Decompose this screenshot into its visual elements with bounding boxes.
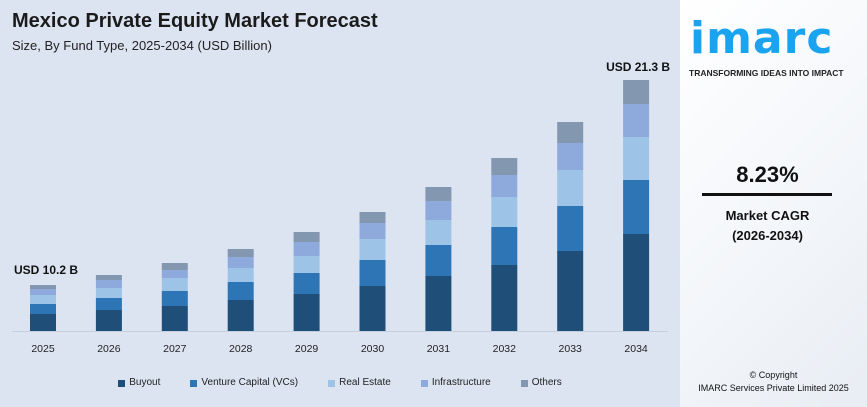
bar-segment-2029-3 — [293, 242, 320, 256]
bar-segment-2028-1 — [227, 282, 254, 300]
x-tick-label: 2031 — [427, 343, 451, 355]
bar-segment-2032-2 — [491, 197, 518, 227]
legend-item: Others — [520, 377, 562, 389]
bar-segment-2029-4 — [293, 232, 320, 242]
x-tick-label: 2029 — [295, 343, 319, 355]
legend-swatch — [118, 379, 126, 387]
legend-label: Buyout — [129, 377, 161, 388]
chart-subtitle: Size, By Fund Type, 2025-2034 (USD Billi… — [12, 38, 272, 53]
legend-swatch — [420, 379, 428, 387]
bar-segment-2026-4 — [95, 275, 122, 280]
legend: Buyout Venture Capital (VCs) Real Estate In… — [0, 377, 680, 389]
legend-swatch — [520, 379, 528, 387]
copyright: © Copyright — [749, 370, 798, 380]
chart-title: Mexico Private Equity Market Forecast — [12, 10, 378, 32]
bar-segment-2028-4 — [227, 249, 254, 257]
x-tick-label: 2025 — [31, 343, 55, 355]
bar-segment-2032-0 — [491, 265, 518, 331]
bar-segment-2027-4 — [161, 263, 188, 270]
cagr-label-block: Market CAGR (2026-2034) — [700, 206, 835, 246]
bar-segment-2034-2 — [623, 137, 650, 180]
bar-segment-2025-2 — [30, 295, 56, 304]
bar-segment-2033-2 — [557, 170, 584, 206]
x-tick-label: 2026 — [97, 343, 121, 355]
bar-segment-2028-3 — [227, 257, 254, 268]
legend-swatch — [328, 379, 336, 387]
bar-segment-2026-3 — [95, 280, 122, 288]
legend-item: Infrastructure — [420, 377, 491, 389]
bar-segment-2030-2 — [359, 239, 386, 260]
total-annotation: USD 21.3 B — [606, 60, 670, 74]
bar-segment-2025-4 — [30, 285, 56, 289]
legend-swatch — [190, 379, 198, 387]
bar-segment-2026-1 — [95, 298, 122, 310]
bar-segment-2031-1 — [425, 245, 452, 276]
bar-segment-2027-0 — [161, 306, 188, 331]
bar-segment-2030-4 — [359, 212, 386, 223]
bar-segment-2026-0 — [95, 310, 122, 331]
bar-segment-2032-3 — [491, 175, 518, 197]
cagr-label: Market CAGR — [725, 208, 810, 223]
legend-label: Others — [531, 377, 562, 388]
bar-segment-2034-0 — [623, 234, 650, 331]
bar-segment-2032-4 — [491, 158, 518, 175]
plot: 2025 USD 10.2 B 2026 2027 2028 2029 2030 2031 20… — [12, 60, 670, 355]
x-tick-label: 2034 — [624, 343, 648, 355]
legend-label: Real Estate — [339, 377, 391, 388]
bar-segment-2033-1 — [557, 206, 584, 251]
cagr-divider — [702, 193, 832, 196]
bar-segment-2027-1 — [161, 291, 188, 306]
legend-item: Venture Capital (VCs) — [190, 377, 298, 389]
bar-segment-2027-3 — [161, 270, 188, 278]
bar-segment-2031-2 — [425, 220, 452, 245]
tagline: TRANSFORMING IDEAS INTO IMPACT — [689, 68, 844, 78]
legend-label: Venture Capital (VCs) — [201, 377, 299, 388]
x-tick-label: 2030 — [361, 343, 385, 355]
company-name: IMARC Services Private Limited 2025 — [698, 383, 849, 393]
side-panel — [680, 0, 867, 407]
bar-segment-2025-1 — [30, 304, 56, 314]
bar-segment-2029-2 — [293, 256, 320, 273]
legend-item: Buyout — [118, 377, 160, 389]
bar-segment-2029-1 — [293, 273, 320, 294]
imarc-logo: imarc — [690, 16, 834, 62]
copyright-block: © Copyright IMARC Services Private Limit… — [680, 369, 867, 395]
bar-segment-2030-1 — [359, 260, 386, 286]
total-annotation: USD 10.2 B — [14, 263, 78, 277]
bar-segment-2029-0 — [293, 294, 320, 331]
bar-segment-2033-0 — [557, 251, 584, 331]
legend-label: Infrastructure — [431, 377, 491, 388]
cagr-period: (2026-2034) — [732, 228, 803, 243]
x-tick-label: 2027 — [163, 343, 187, 355]
bar-segment-2027-2 — [161, 278, 188, 291]
bar-segment-2034-1 — [623, 180, 650, 234]
bar-segment-2025-3 — [30, 289, 56, 295]
bar-segment-2031-4 — [425, 187, 452, 201]
bar-segment-2026-2 — [95, 288, 122, 298]
bar-segment-2028-2 — [227, 268, 254, 282]
legend-item: Real Estate — [328, 377, 391, 389]
cagr-value: 8.23% — [736, 162, 799, 187]
bar-segment-2030-0 — [359, 286, 386, 331]
bar-segment-2033-4 — [557, 122, 584, 143]
bar-segment-2031-3 — [425, 201, 452, 220]
bar-segment-2025-0 — [30, 314, 56, 331]
bar-segment-2028-0 — [227, 300, 254, 331]
bar-segment-2030-3 — [359, 223, 386, 239]
x-tick-label: 2032 — [493, 343, 517, 355]
bar-segment-2031-0 — [425, 276, 452, 331]
x-tick-label: 2028 — [229, 343, 253, 355]
bar-segment-2033-3 — [557, 143, 584, 170]
bar-segment-2032-1 — [491, 227, 518, 265]
bar-segment-2034-3 — [623, 104, 650, 137]
bar-segment-2034-4 — [623, 80, 650, 104]
x-tick-label: 2033 — [559, 343, 583, 355]
